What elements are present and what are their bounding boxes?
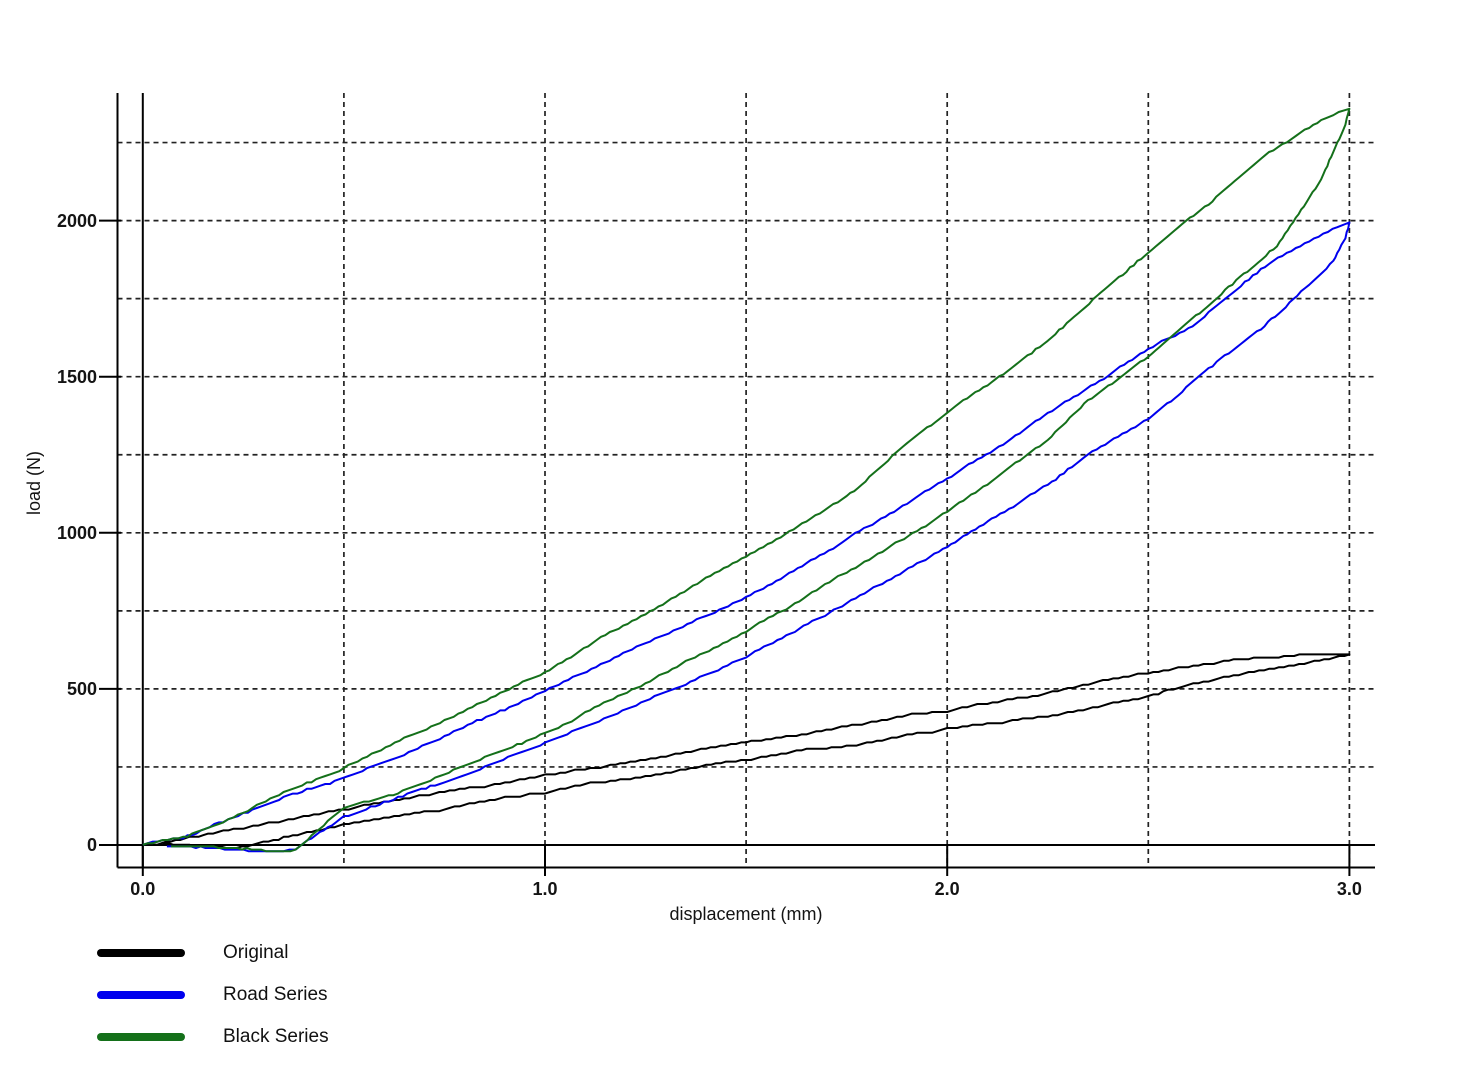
y-tick-label: 1500 [56,366,97,387]
legend-swatch-icon [97,991,185,999]
y-axis-title: load (N) [24,450,44,516]
legend-item-black-series: Black Series [97,1025,329,1049]
y-tick-label: 2000 [56,210,97,231]
series-curve-original [142,653,1351,849]
y-tick-label: 0 [86,835,97,855]
x-axis-title: displacement (mm) [669,904,823,924]
legend-item-original: Original [97,941,288,965]
legend-label: Original [223,942,289,963]
x-tick-label: 1.0 [532,879,558,899]
legend-swatch-icon [97,1033,185,1041]
legend-item-road-series: Road Series [97,983,328,1007]
y-tick-label: 500 [66,678,97,699]
legend-label: Road Series [223,984,328,1005]
series-curve-road-series [142,221,1351,853]
legend-label: Black Series [223,1026,329,1047]
series-curve-black-series [142,107,1351,853]
x-tick-label: 2.0 [934,879,960,899]
legend-swatch-icon [97,949,185,957]
x-tick-label: 0.0 [130,879,156,899]
x-tick-label: 3.0 [1336,879,1362,899]
y-tick-label: 1000 [56,522,97,543]
